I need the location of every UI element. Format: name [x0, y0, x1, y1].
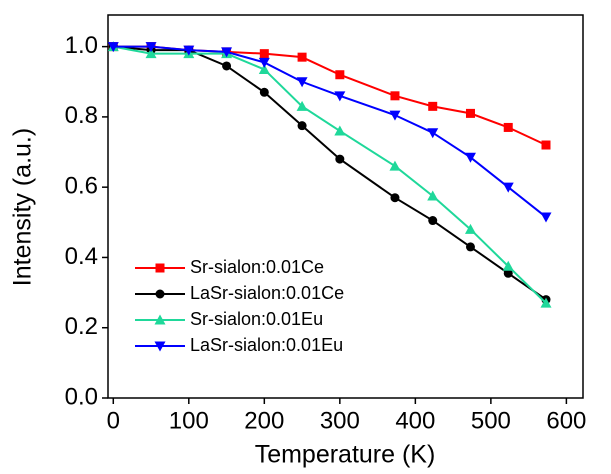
series-line [113, 45, 547, 301]
marker [464, 152, 476, 163]
marker [296, 77, 308, 88]
marker [503, 268, 513, 278]
legend-label: LaSr-sialon:0.01Ce [190, 283, 344, 303]
marker [465, 108, 475, 118]
x-tick-label: 500 [471, 407, 511, 434]
marker [464, 223, 476, 234]
marker [155, 263, 165, 273]
x-tick-label: 200 [244, 407, 284, 434]
marker [389, 160, 401, 171]
marker [297, 52, 307, 62]
marker [259, 87, 269, 97]
marker [154, 341, 166, 352]
plot-frame [107, 14, 584, 399]
marker [258, 63, 270, 74]
marker [390, 91, 400, 101]
x-tick-label: 100 [169, 407, 209, 434]
x-tick-label: 600 [546, 407, 586, 434]
marker [107, 42, 119, 53]
marker [428, 216, 438, 226]
marker [259, 49, 269, 59]
marker [155, 289, 165, 299]
marker [335, 154, 345, 164]
x-tick-label: 0 [107, 407, 120, 434]
marker [154, 314, 166, 325]
marker [145, 48, 157, 59]
x-axis-label: Temperature (K) [255, 441, 436, 469]
marker [145, 42, 157, 53]
marker [334, 125, 346, 136]
y-tick-label: 0.0 [65, 383, 98, 410]
series-line [113, 45, 547, 218]
marker [296, 100, 308, 111]
marker [502, 260, 514, 271]
y-tick-label: 0.2 [65, 313, 98, 340]
marker [427, 190, 439, 201]
marker [465, 242, 475, 252]
series-line [113, 45, 547, 146]
marker [427, 128, 439, 139]
marker [334, 91, 346, 102]
marker [183, 45, 195, 56]
marker [503, 122, 513, 132]
marker [540, 297, 552, 308]
marker [502, 182, 514, 193]
y-tick-label: 1.0 [65, 32, 98, 59]
marker [221, 47, 233, 58]
marker [390, 193, 400, 203]
x-tick-label: 400 [395, 407, 435, 434]
marker [389, 110, 401, 121]
legend-label: Sr-sialon:0.01Ce [190, 257, 324, 277]
series-line [113, 45, 547, 304]
marker [258, 57, 270, 68]
marker [222, 61, 232, 71]
legend-label: Sr-sialon:0.01Eu [190, 309, 323, 329]
legend-label: LaSr-sialon:0.01Eu [190, 335, 343, 355]
marker [297, 121, 307, 131]
marker [541, 140, 551, 150]
x-tick-label: 300 [320, 407, 360, 434]
y-tick-label: 0.4 [65, 243, 98, 270]
y-axis-label: Intensity (a.u.) [9, 128, 37, 286]
marker [335, 70, 345, 80]
marker [540, 212, 552, 223]
y-tick-label: 0.6 [65, 173, 98, 200]
marker [428, 101, 438, 111]
y-tick-label: 0.8 [65, 102, 98, 129]
